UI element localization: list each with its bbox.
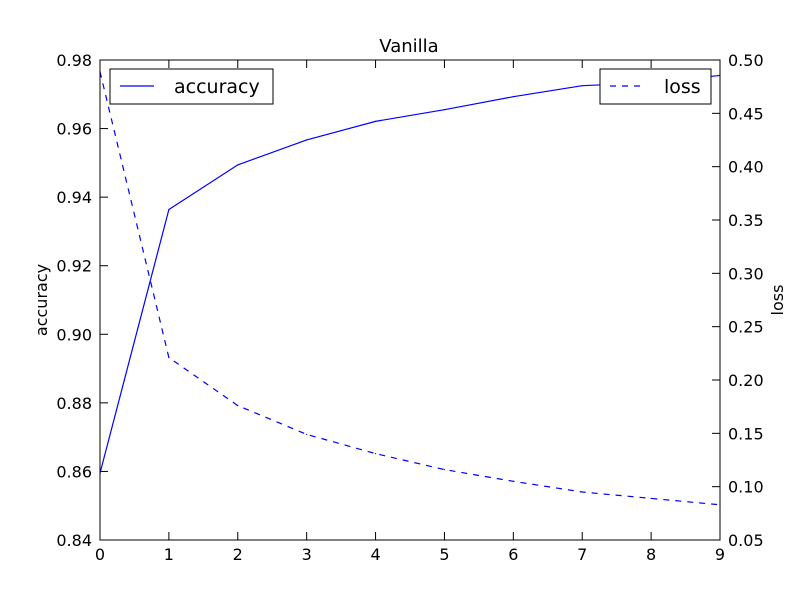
right-y-tick-label-0: 0.05 (728, 531, 764, 550)
data-point-loss-6 (512, 480, 514, 482)
data-point-loss-7 (581, 491, 583, 493)
right-y-tick-label-1: 0.10 (728, 478, 764, 497)
right-y-tick-label-9: 0.50 (728, 51, 764, 70)
data-point-accuracy-4 (374, 120, 377, 122)
x-tick-label-1: 1 (164, 545, 174, 564)
right-y-tick-label-5: 0.30 (728, 264, 764, 283)
data-point-accuracy-3 (306, 139, 308, 141)
legend-loss-label: loss (664, 76, 701, 98)
data-point-accuracy-5 (443, 109, 446, 111)
x-tick-label-6: 6 (508, 545, 518, 564)
left-y-tick-label-7: 0.98 (56, 51, 92, 70)
right-y-tick-label-3: 0.20 (728, 371, 764, 390)
data-point-loss-1 (168, 357, 170, 359)
data-point-loss-2 (237, 405, 239, 407)
right-y-tick-label-8: 0.45 (728, 104, 764, 123)
x-tick-label-7: 7 (577, 545, 587, 564)
x-tick-label-8: 8 (646, 545, 656, 564)
left-y-tick-label-3: 0.90 (56, 325, 92, 344)
data-point-accuracy-7 (581, 85, 583, 87)
left-y-tick-label-5: 0.94 (56, 188, 92, 207)
x-tick-label-9: 9 (715, 545, 725, 564)
chart-title: Vanilla (379, 36, 438, 57)
right-axis-label: loss (768, 285, 787, 316)
x-tick-label-5: 5 (439, 545, 449, 564)
x-tick-label-4: 4 (370, 545, 380, 564)
right-y-tick-label-4: 0.25 (728, 318, 764, 337)
data-point-accuracy-6 (512, 96, 514, 98)
legend-accuracy-label: accuracy (174, 76, 260, 98)
data-point-accuracy-2 (237, 164, 239, 166)
data-point-loss-3 (306, 433, 308, 435)
right-y-tick-label-2: 0.15 (728, 424, 764, 443)
left-y-tick-label-0: 0.84 (56, 531, 92, 550)
left-axis-label: accuracy (32, 264, 51, 336)
data-point-accuracy-1 (168, 208, 170, 211)
right-y-tick-label-7: 0.40 (728, 158, 764, 177)
right-y-tick-label-6: 0.35 (728, 211, 764, 230)
legend-loss-frame (599, 68, 712, 105)
x-tick-label-3: 3 (302, 545, 312, 564)
series-line-loss (99, 71, 721, 506)
data-point-loss-8 (650, 497, 652, 499)
x-tick-label-0: 0 (95, 545, 105, 564)
left-y-tick-label-6: 0.96 (56, 120, 92, 139)
left-y-tick-label-2: 0.88 (56, 394, 92, 413)
x-tick-label-2: 2 (233, 545, 243, 564)
ticks-layer: 0 1 2 3 4 5 6 7 8 9 0.84 0.86 0.88 0.90 0.92 0.94 0.96 0.… (56, 51, 763, 564)
left-y-tick-label-4: 0.92 (56, 257, 92, 276)
left-y-tick-label-1: 0.86 (56, 462, 92, 481)
legend-accuracy: accuracy (109, 68, 274, 105)
data-point-loss-5 (443, 469, 446, 471)
data-point-loss-4 (374, 453, 377, 455)
plot-area-frame (99, 59, 721, 541)
legend-loss: loss (599, 68, 712, 105)
